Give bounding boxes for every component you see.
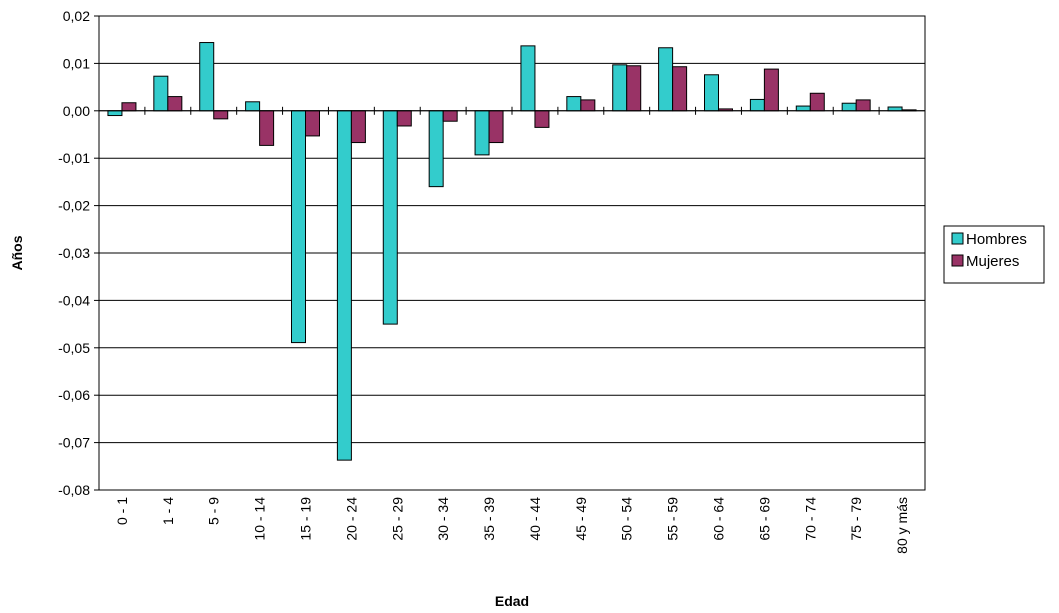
x-tick-label: 35 - 39 xyxy=(481,497,497,541)
bar-mujeres-15 xyxy=(809,92,825,112)
y-tick-label: -0,02 xyxy=(58,198,90,214)
x-tick-label: 70 - 74 xyxy=(802,497,818,541)
x-axis-ticks: 0 - 1 1 - 4 5 - 9 10 - 14 15 - 19 20 - 24 25 -… xyxy=(98,106,926,554)
legend-label-hombres: Hombres xyxy=(966,231,1027,248)
x-tick-label: 45 - 49 xyxy=(573,497,589,541)
x-tick-label: 20 - 24 xyxy=(343,497,359,541)
bar-mujeres-16 xyxy=(855,99,871,112)
bar-mujeres-3 xyxy=(259,110,275,146)
legend-swatch-hombres xyxy=(951,232,964,245)
y-tick-label: -0,03 xyxy=(58,245,90,261)
x-tick-label: 65 - 69 xyxy=(756,497,772,541)
bar-hombres-13 xyxy=(704,74,719,112)
bar-hombres-7 xyxy=(428,110,444,188)
y-tick-label: -0,08 xyxy=(58,482,90,498)
bar-hombres-16 xyxy=(841,102,857,112)
legend: Hombres Mujeres xyxy=(943,225,1045,284)
x-tick-label: 15 - 19 xyxy=(298,497,314,541)
x-axis-title: Edad xyxy=(495,593,529,609)
bar-hombres-5 xyxy=(336,110,352,461)
bar-mujeres-0 xyxy=(121,102,137,112)
legend-swatch-mujeres xyxy=(951,254,964,267)
x-tick-label: 10 - 14 xyxy=(252,497,268,541)
x-tick-label: 30 - 34 xyxy=(435,497,451,541)
bar-mujeres-2 xyxy=(213,110,229,120)
y-tick-label: 0,01 xyxy=(63,55,90,71)
bar-mujeres-4 xyxy=(305,110,320,137)
bar-hombres-8 xyxy=(474,110,490,156)
bar-hombres-12 xyxy=(658,47,674,112)
bar-hombres-9 xyxy=(520,45,536,112)
y-tick-label: -0,07 xyxy=(58,435,90,451)
x-tick-label: 60 - 64 xyxy=(711,497,727,541)
x-tick-label: 80 y más xyxy=(894,497,910,554)
y-tick-label: -0,06 xyxy=(58,387,90,403)
bar-hombres-11 xyxy=(612,64,628,112)
bar-mujeres-11 xyxy=(626,65,642,112)
bar-hombres-3 xyxy=(245,101,261,112)
bars xyxy=(107,42,917,461)
y-axis-title: Años xyxy=(9,235,25,270)
y-axis-ticks: 0,02 0,01 0,00 -0,01 -0,02 -0,03 -0,04 -0,05 -0,… xyxy=(58,8,99,498)
bar-mujeres-8 xyxy=(488,110,504,144)
y-tick-label: -0,01 xyxy=(58,150,90,166)
bar-hombres-2 xyxy=(199,42,215,112)
legend-label-mujeres: Mujeres xyxy=(966,253,1019,270)
bar-mujeres-12 xyxy=(672,66,688,112)
bar-mujeres-6 xyxy=(396,110,412,127)
bar-hombres-15 xyxy=(795,105,811,112)
bar-mujeres-10 xyxy=(580,99,596,112)
bar-hombres-17 xyxy=(887,106,903,112)
x-tick-label: 40 - 44 xyxy=(527,497,543,541)
x-tick-label: 55 - 59 xyxy=(665,497,681,541)
bar-hombres-14 xyxy=(749,98,765,112)
y-tick-label: -0,04 xyxy=(58,292,90,308)
y-tick-label: 0,02 xyxy=(63,8,90,24)
bar-hombres-1 xyxy=(153,75,169,112)
bar-hombres-4 xyxy=(291,110,306,344)
bar-mujeres-5 xyxy=(350,110,366,144)
y-tick-label: -0,05 xyxy=(58,340,90,356)
y-tick-label: 0,00 xyxy=(63,103,90,119)
x-tick-label: 25 - 29 xyxy=(389,497,405,541)
bar-mujeres-9 xyxy=(534,110,550,128)
bar-mujeres-7 xyxy=(442,110,458,122)
x-tick-label: 5 - 9 xyxy=(206,497,222,525)
x-tick-label: 1 - 4 xyxy=(160,497,176,525)
x-tick-label: 50 - 54 xyxy=(619,497,635,541)
x-tick-label: 0 - 1 xyxy=(114,497,130,525)
x-tick-label: 75 - 79 xyxy=(848,497,864,541)
bar-hombres-10 xyxy=(566,96,582,112)
bar-mujeres-14 xyxy=(763,68,779,112)
bar-mujeres-1 xyxy=(167,96,183,112)
bar-hombres-6 xyxy=(382,110,398,325)
grid-lines xyxy=(99,15,925,491)
bar-hombres-0 xyxy=(107,110,123,117)
